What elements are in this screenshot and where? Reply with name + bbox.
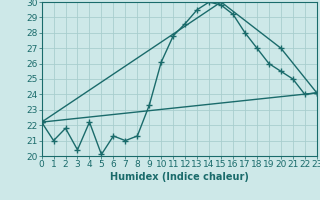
X-axis label: Humidex (Indice chaleur): Humidex (Indice chaleur): [110, 172, 249, 182]
